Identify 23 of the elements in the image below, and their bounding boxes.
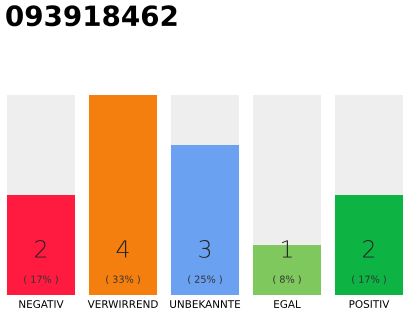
x-tick-label: VERWIRREND xyxy=(88,300,158,308)
annotation: ( 17% ) xyxy=(24,275,58,284)
annotation: ( 17% ) xyxy=(352,275,386,284)
bar xyxy=(6,195,76,296)
chart-title: 093918462 xyxy=(6,5,176,26)
bar xyxy=(170,95,240,146)
bar xyxy=(334,95,404,196)
data-label: 4 xyxy=(116,240,129,258)
bar xyxy=(170,145,240,296)
data-label: 3 xyxy=(199,240,210,258)
data-label: 1 xyxy=(282,240,292,258)
data-label: 2 xyxy=(35,240,46,258)
annotation: ( 33% ) xyxy=(106,275,140,284)
x-tick-label: EGAL xyxy=(274,300,301,308)
annotation: ( 25% ) xyxy=(188,275,222,284)
bar xyxy=(6,95,76,196)
annotation: ( 8% ) xyxy=(273,275,301,284)
data-label: 2 xyxy=(363,240,374,258)
bar xyxy=(88,95,158,296)
x-tick-label: POSITIV xyxy=(350,300,390,308)
x-tick-label: UNBEKANNTE xyxy=(170,300,240,308)
bar xyxy=(334,195,404,296)
x-tick-label: NEGATIV xyxy=(19,300,64,308)
